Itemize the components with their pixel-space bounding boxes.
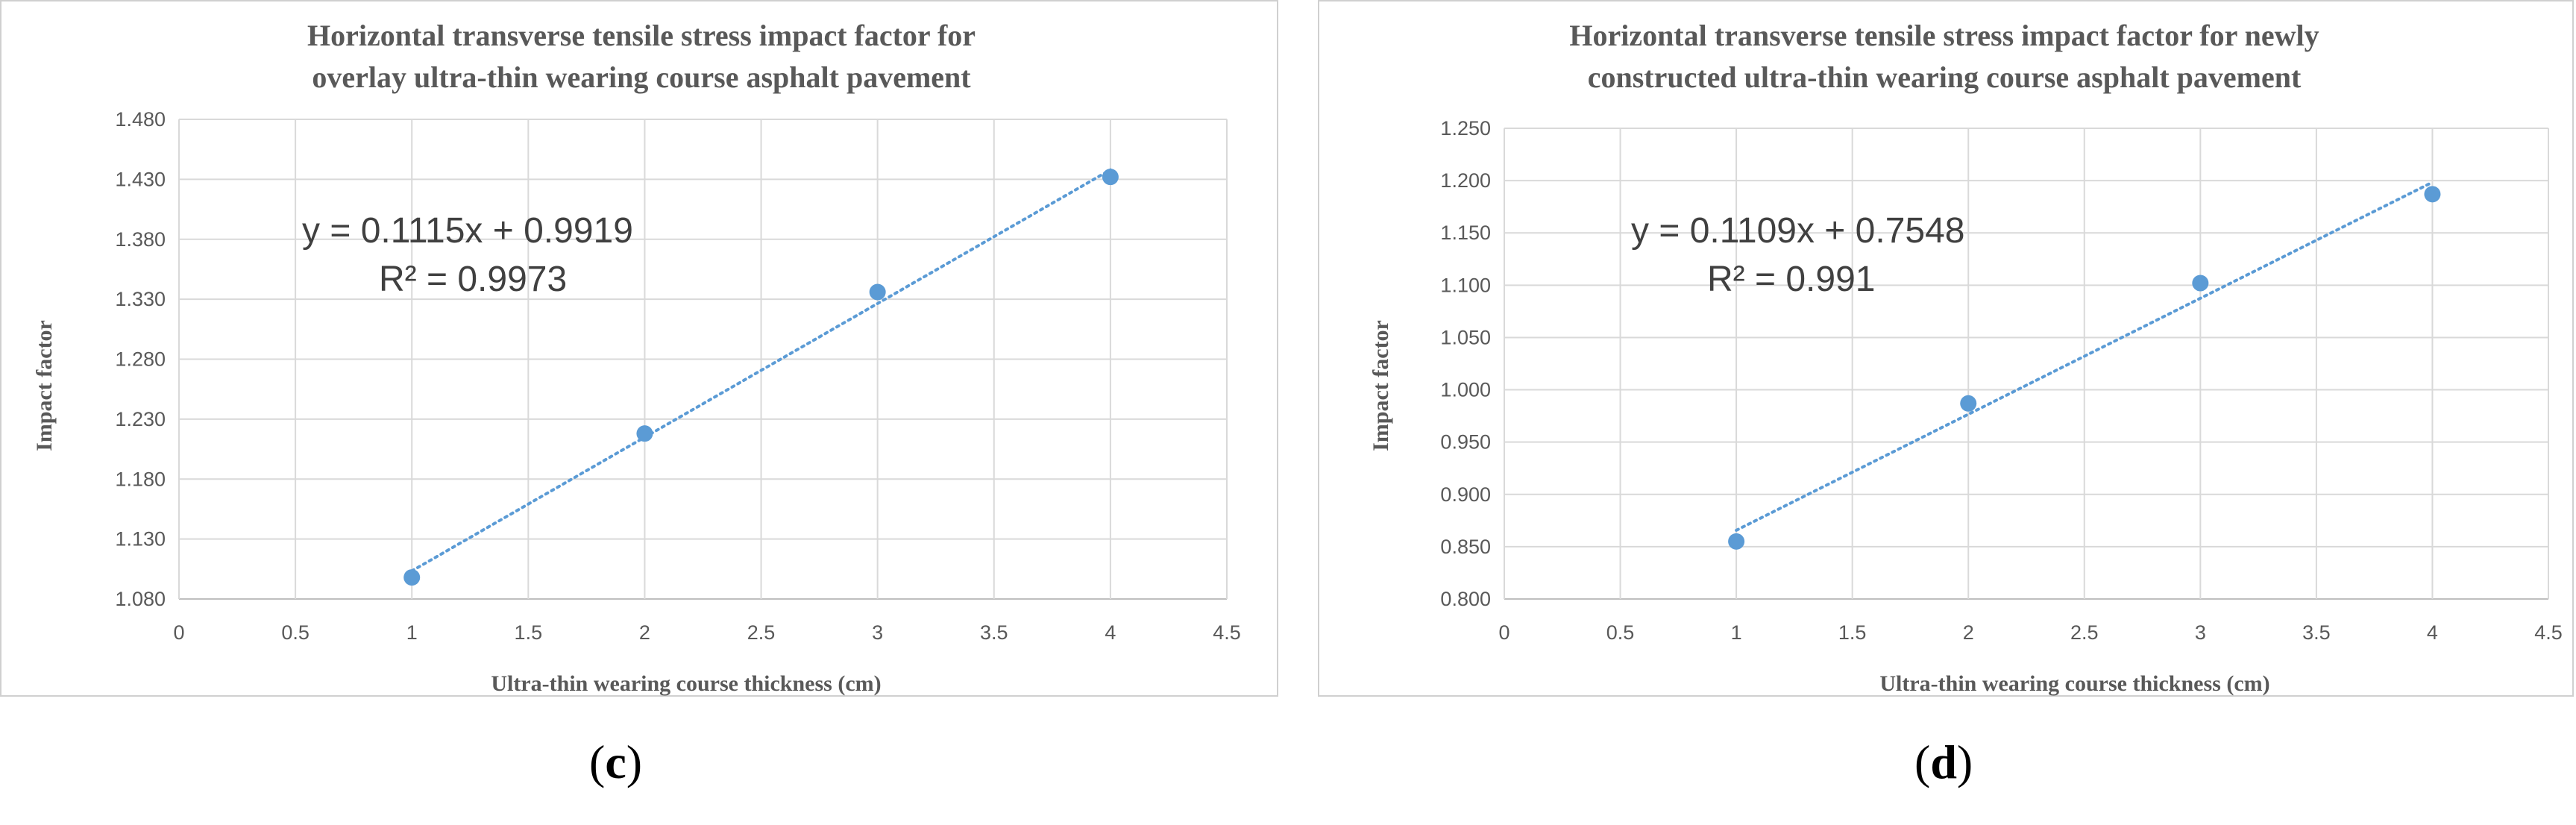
panel-label-c: (c) bbox=[589, 735, 643, 788]
y-tick-label: 1.200 bbox=[1440, 169, 1491, 192]
chart-title: Horizontal transverse tensile stress imp… bbox=[149, 15, 1134, 98]
chart-title-line-2: constructed ultra-thin wearing course as… bbox=[1587, 60, 2302, 94]
chart-title-line-2: overlay ultra-thin wearing course asphal… bbox=[312, 60, 971, 94]
x-tick-label: 3.5 bbox=[2302, 621, 2331, 644]
x-tick-label: 0 bbox=[1498, 621, 1510, 644]
chart-area bbox=[0, 0, 1278, 697]
x-tick-label: 4 bbox=[2427, 621, 2438, 644]
chart-plot-d: 0.800 0.850 0.900 0.950 1.000 1.050 1.100 1.150… bbox=[1440, 117, 2563, 644]
x-tick-label: 2.5 bbox=[747, 621, 776, 644]
y-tick-label: 1.250 bbox=[1440, 117, 1491, 139]
y-tick-label: 1.150 bbox=[1440, 222, 1491, 244]
trendline-equation: y = 0.1109x + 0.7548 bbox=[1631, 211, 1964, 251]
x-tick-label: 2 bbox=[1963, 621, 1974, 644]
panel-label-d: (d) bbox=[1914, 735, 1973, 788]
x-tick-label: 4.5 bbox=[2534, 621, 2563, 644]
trendline bbox=[1735, 181, 2434, 532]
y-tick-label: 1.280 bbox=[115, 348, 166, 371]
x-tick-label: 3.5 bbox=[980, 621, 1008, 644]
trendline-r2: R² = 0.991 bbox=[1707, 260, 1875, 299]
y-tick-label: 0.900 bbox=[1440, 483, 1491, 506]
data-point bbox=[1960, 395, 1977, 412]
chart-title: Horizontal transverse tensile stress imp… bbox=[1407, 15, 2481, 98]
y-tick-label: 0.950 bbox=[1440, 431, 1491, 454]
y-tick-label: 1.130 bbox=[115, 528, 166, 550]
data-point bbox=[1102, 169, 1119, 186]
x-tick-label: 1.5 bbox=[515, 621, 543, 644]
x-axis-label: Ultra-thin wearing course thickness (cm) bbox=[1879, 671, 2270, 696]
x-tick-label: 0.5 bbox=[281, 621, 310, 644]
trendline bbox=[410, 168, 1112, 573]
chart-title-line-1: Horizontal transverse tensile stress imp… bbox=[1569, 19, 2319, 52]
x-tick-label: 4.5 bbox=[1213, 621, 1241, 644]
y-tick-label: 1.050 bbox=[1440, 326, 1491, 348]
y-tick-label: 1.000 bbox=[1440, 379, 1491, 401]
x-tick-label: 3 bbox=[872, 621, 883, 644]
data-point bbox=[2192, 275, 2209, 292]
x-tick-label: 1 bbox=[1731, 621, 1742, 644]
data-point bbox=[403, 569, 421, 586]
chart-panel-d: Horizontal transverse tensile stress imp… bbox=[1288, 0, 2576, 825]
x-axis-label: Ultra-thin wearing course thickness (cm) bbox=[491, 671, 882, 696]
chart-plot-c: 1.080 1.130 1.180 1.230 1.280 1.330 1.380 1.430… bbox=[115, 108, 1241, 644]
x-tick-label: 4 bbox=[1105, 621, 1116, 644]
data-point bbox=[636, 425, 653, 442]
data-point bbox=[2424, 186, 2441, 203]
x-tick-label: 0.5 bbox=[1606, 621, 1635, 644]
data-point bbox=[869, 283, 886, 301]
x-tick-label: 2 bbox=[639, 621, 650, 644]
data-point bbox=[1728, 533, 1745, 550]
x-tick-label: 0 bbox=[173, 621, 184, 644]
y-tick-label: 1.380 bbox=[115, 228, 166, 251]
x-tick-label: 2.5 bbox=[2070, 621, 2099, 644]
x-tick-label: 1 bbox=[406, 621, 418, 644]
chart-title-line-1: Horizontal transverse tensile stress imp… bbox=[307, 19, 976, 52]
y-tick-label: 1.480 bbox=[115, 108, 166, 131]
y-tick-label: 1.100 bbox=[1440, 274, 1491, 296]
trendline-r2: R² = 0.9973 bbox=[379, 260, 567, 299]
y-tick-label: 1.080 bbox=[115, 588, 166, 610]
y-tick-label: 1.180 bbox=[115, 468, 166, 490]
x-tick-label: 1.5 bbox=[1838, 621, 1867, 644]
y-tick-label: 0.850 bbox=[1440, 536, 1491, 558]
y-tick-label: 1.430 bbox=[115, 168, 166, 190]
x-tick-label: 3 bbox=[2195, 621, 2206, 644]
chart-area bbox=[1318, 0, 2574, 697]
y-tick-label: 1.330 bbox=[115, 288, 166, 310]
chart-panel-c: Horizontal transverse tensile stress imp… bbox=[0, 0, 1278, 788]
trendline-equation: y = 0.1115x + 0.9919 bbox=[302, 211, 633, 251]
y-tick-label: 0.800 bbox=[1440, 588, 1491, 610]
y-tick-label: 1.230 bbox=[115, 408, 166, 430]
